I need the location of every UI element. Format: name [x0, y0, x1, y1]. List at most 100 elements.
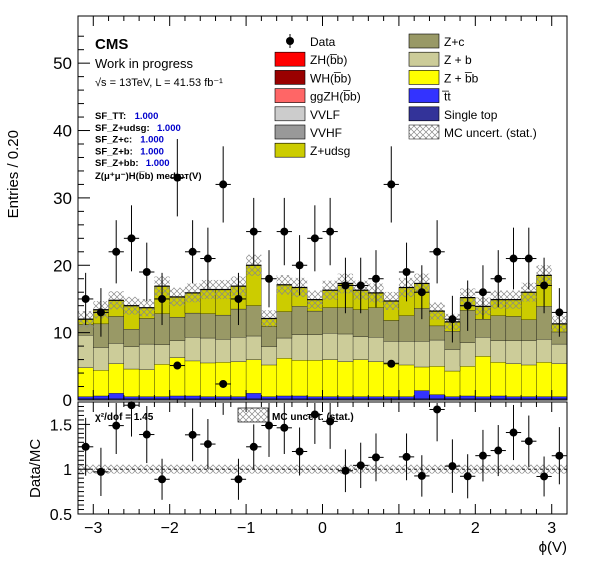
stack-bar — [77, 335, 94, 368]
stack-bar — [383, 362, 400, 397]
legend-label: t̅t — [442, 90, 452, 104]
data-point — [200, 227, 216, 290]
stack-bar — [307, 310, 323, 335]
ratio-marker — [356, 461, 365, 470]
series-z-b-b — [77, 356, 568, 397]
stack-bar — [368, 307, 384, 338]
stack-bar — [337, 396, 354, 399]
sf-value: 1.000 — [140, 135, 164, 146]
ratio-y-tick-label: 0.5 — [50, 507, 72, 524]
data-marker — [417, 288, 426, 297]
data-marker — [356, 281, 365, 290]
ratio-point — [353, 442, 369, 489]
legend-swatch — [274, 106, 306, 122]
stack-bar — [536, 339, 552, 363]
ratio-uncert-band — [78, 464, 567, 474]
ratio-marker — [555, 451, 564, 460]
data-marker — [387, 180, 396, 189]
ratio-point — [230, 458, 247, 500]
data-marker — [463, 301, 472, 310]
stack-bar — [123, 396, 140, 399]
stack-bar — [551, 343, 568, 364]
x-tick-label: 3 — [547, 520, 556, 537]
data-point — [169, 138, 185, 217]
x-tick-label: −1 — [237, 520, 255, 537]
ratio-legend-swatch — [237, 407, 269, 423]
data-point — [154, 272, 170, 326]
y-tick-label: 30 — [53, 189, 72, 208]
data-marker — [341, 281, 350, 290]
data-marker — [96, 308, 105, 317]
stack-bar — [444, 349, 461, 372]
ratio-point — [414, 455, 430, 497]
legend-swatch — [408, 106, 440, 122]
stack-bar — [169, 340, 186, 358]
ratio-marker — [494, 446, 503, 455]
status-label: Work in progress — [95, 56, 194, 71]
stack-bar — [414, 366, 430, 391]
stack-bar — [521, 319, 537, 341]
mc-uncertainty-band — [78, 254, 567, 332]
ratio-marker — [433, 405, 442, 414]
y-axis-ticks: 0 10 20 30 40 50 — [53, 35, 90, 410]
ratio-marker — [326, 417, 335, 426]
data-marker — [371, 274, 380, 283]
ratio-point — [398, 433, 415, 481]
stack-bar — [245, 359, 262, 394]
stack-bar — [490, 362, 507, 397]
legend-item: Z + b — [408, 51, 472, 67]
stack-bar — [414, 390, 430, 399]
data-marker — [142, 268, 151, 276]
ratio-point — [536, 456, 552, 497]
data-point — [398, 242, 415, 302]
legend-item: Z+c — [408, 33, 464, 49]
stack-bar — [215, 396, 231, 399]
stack-bar — [245, 305, 262, 337]
stack-bar — [368, 337, 384, 362]
legend-item: VVHF — [274, 124, 342, 140]
stack-bar — [536, 396, 552, 399]
x-axis-ticks: −3 −2 −1 0 1 2 3 — [77, 402, 568, 537]
legend-swatch — [408, 124, 440, 140]
data-point — [184, 220, 201, 284]
data-marker — [234, 294, 243, 303]
data-point — [291, 235, 308, 296]
stack-bar — [322, 333, 338, 360]
stack-bar — [261, 396, 277, 399]
ratio-marker — [509, 428, 518, 437]
legend-swatch — [274, 51, 306, 67]
x-tick-label: 2 — [471, 520, 480, 537]
ratio-marker — [310, 410, 319, 419]
ratio-marker — [127, 401, 136, 410]
ratio-point — [429, 403, 445, 442]
stack-bar — [429, 366, 445, 395]
stack-bar — [490, 315, 507, 341]
ratio-marker — [295, 447, 304, 456]
ratio-marker — [448, 462, 457, 471]
data-point — [246, 197, 262, 266]
legend-label: Z + b — [444, 53, 472, 67]
data-marker — [326, 227, 335, 236]
ratio-point — [200, 419, 216, 470]
stack-bar — [459, 342, 476, 367]
stack-bar — [383, 341, 400, 364]
data-marker — [494, 274, 503, 283]
ratio-marker — [173, 361, 182, 370]
data-marker — [203, 254, 212, 263]
stack-bar — [459, 395, 476, 399]
stack-bar — [291, 395, 308, 399]
data-point — [460, 280, 476, 331]
ratio-marker — [280, 423, 289, 432]
legend-item: t̅t — [408, 88, 452, 104]
ratio-uncertainty-band — [78, 464, 567, 474]
stack-bar — [93, 370, 109, 397]
stack-bar — [429, 339, 445, 367]
legend-label: MC uncert. (stat.) — [444, 126, 537, 140]
ratio-point — [551, 427, 567, 485]
stack-bar — [307, 334, 323, 361]
stack-bar — [123, 346, 140, 370]
legend-label: VVLF — [310, 108, 340, 122]
y-tick-label: 40 — [53, 122, 72, 141]
data-marker — [158, 294, 167, 303]
stack-bar — [490, 340, 507, 363]
